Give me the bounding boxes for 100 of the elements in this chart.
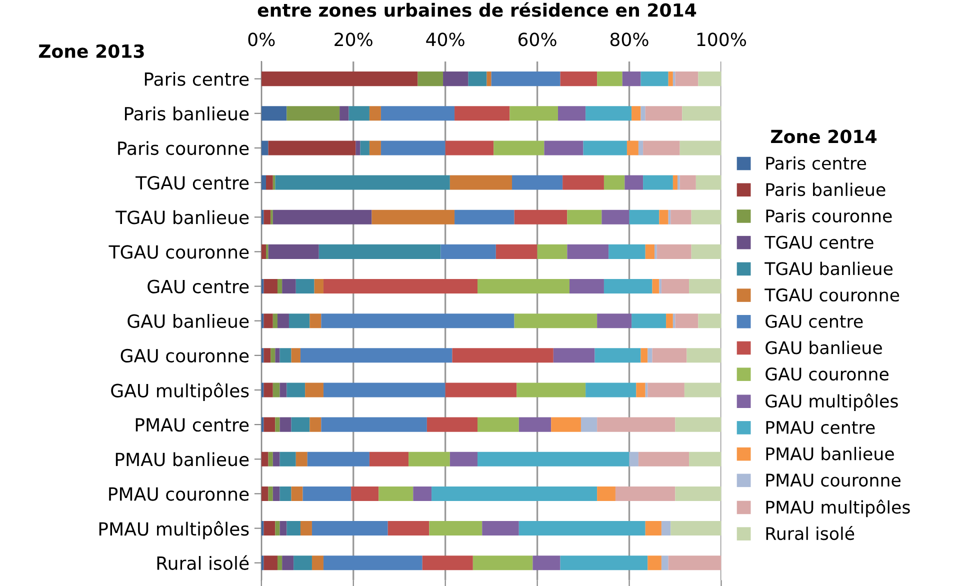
bar: [518, 417, 552, 432]
bar: [286, 106, 340, 121]
y-tick-label: GAU banlieue: [128, 314, 249, 328]
bar: [594, 348, 641, 363]
bar: [272, 382, 280, 398]
bar: [553, 348, 595, 363]
bar: [478, 452, 630, 466]
bar: [268, 486, 273, 501]
y-tick-label: PMAU couronne: [109, 487, 249, 501]
bar: [537, 244, 568, 259]
bar: [288, 314, 310, 328]
y-tick-label: TGAU banlieue: [116, 210, 249, 224]
bar: [569, 279, 604, 294]
bar: [562, 175, 604, 190]
bar: [696, 175, 722, 190]
bar: [586, 106, 632, 121]
bar: [280, 382, 287, 398]
bar: [560, 72, 598, 86]
bar: [302, 486, 352, 501]
bar: [300, 348, 452, 363]
y-tick-label: GAU multipôles: [111, 382, 249, 401]
bar: [321, 314, 514, 328]
bar: [261, 452, 268, 466]
bar: [277, 556, 282, 570]
y-tick-label: GAU couronne: [120, 348, 249, 363]
bar: [602, 210, 630, 224]
bar: [264, 521, 276, 536]
bar: [261, 72, 418, 86]
legend-label: PMAU couronne: [766, 474, 900, 487]
bar: [452, 348, 554, 363]
bar: [675, 72, 698, 86]
bar: [661, 521, 671, 536]
bar: [551, 417, 581, 432]
bar: [264, 279, 278, 294]
bar: [310, 314, 322, 328]
legend-label: Paris banlieue: [766, 182, 886, 196]
bar: [691, 244, 722, 259]
bar: [668, 72, 673, 86]
bar: [636, 382, 646, 398]
bar: [486, 72, 492, 86]
x-tick-label: 0%: [248, 32, 275, 46]
bar: [560, 556, 648, 570]
bar: [275, 175, 450, 190]
bar: [597, 314, 632, 328]
x-tick-label: 60%: [518, 32, 556, 46]
bar: [277, 314, 289, 328]
x-tick-label: 20%: [334, 32, 372, 46]
bar: [264, 556, 278, 570]
bar: [496, 244, 538, 259]
bar: [360, 140, 370, 156]
legend-label: GAU couronne: [766, 367, 888, 381]
bar: [656, 244, 692, 259]
bar: [307, 452, 370, 466]
bar: [312, 521, 388, 536]
bar: [272, 314, 278, 328]
bar: [323, 279, 478, 294]
bar: [468, 72, 487, 86]
bar: [491, 72, 560, 86]
y-tick-label: Paris centre: [144, 72, 249, 86]
bar: [632, 106, 641, 121]
bar: [597, 486, 616, 501]
bar: [300, 521, 312, 536]
bar: [640, 348, 648, 363]
bar: [268, 244, 319, 259]
bar: [266, 244, 268, 259]
bar: [369, 106, 381, 121]
bar: [670, 210, 692, 224]
bar: [675, 486, 722, 501]
bar: [643, 140, 680, 156]
bar: [268, 140, 356, 156]
y-tick-label: PMAU centre: [136, 418, 249, 432]
bar: [445, 140, 494, 156]
bar: [478, 279, 570, 294]
bar: [586, 382, 636, 398]
bar: [478, 417, 519, 432]
bar: [583, 140, 627, 156]
x-tick-label: 40%: [426, 32, 464, 46]
bar: [264, 210, 271, 224]
bar: [445, 382, 517, 398]
bar: [512, 175, 563, 190]
bar: [686, 348, 722, 363]
bar: [261, 486, 268, 501]
bar: [482, 521, 519, 536]
bar: [689, 279, 722, 294]
bar: [597, 72, 622, 86]
bar: [275, 417, 280, 432]
bar: [272, 452, 280, 466]
x-tick-label: 80%: [610, 32, 648, 46]
bar: [454, 106, 510, 121]
bar: [648, 382, 684, 398]
bar: [666, 314, 673, 328]
bar: [340, 106, 349, 121]
bar: [323, 382, 446, 398]
bar: [291, 348, 300, 363]
bar: [640, 106, 646, 121]
bar: [510, 106, 558, 121]
bar: [622, 72, 641, 86]
bar: [422, 556, 473, 570]
bar: [261, 106, 287, 121]
legend-title: Zone 2014: [771, 130, 877, 144]
